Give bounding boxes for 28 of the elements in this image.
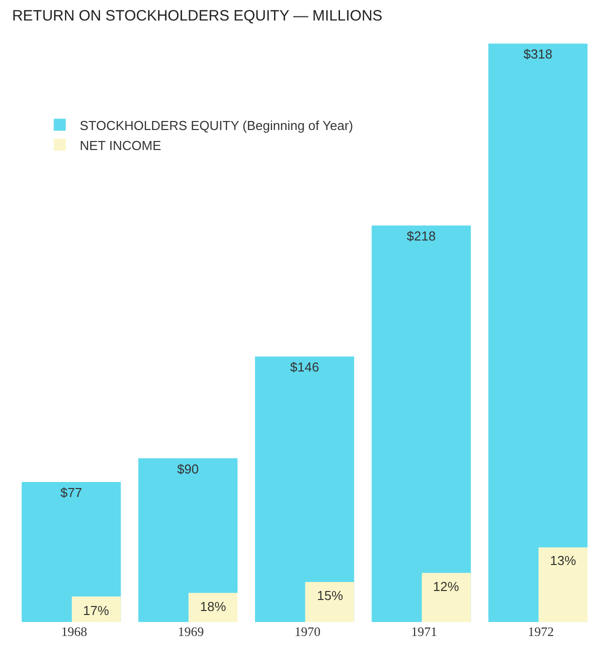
bar: [72, 596, 121, 622]
bar: [255, 356, 354, 622]
x-tick-label: 1969: [178, 624, 204, 639]
annotation: 18%: [200, 599, 226, 614]
annotation: 12%: [433, 579, 460, 594]
bar: [188, 592, 238, 622]
bar: [422, 572, 471, 622]
x-tick-label: 1971: [411, 624, 438, 639]
x-tick-label: 1968: [61, 624, 88, 639]
bar: [372, 226, 471, 622]
data-label: $146: [290, 359, 320, 374]
annotation: 15%: [317, 588, 344, 603]
x-tick-label: 1972: [528, 624, 554, 639]
bar: [538, 547, 588, 622]
data-label: $218: [406, 228, 436, 244]
legend-label: NET INCOME: [80, 138, 162, 153]
bar: [488, 44, 588, 622]
bar: [22, 482, 121, 622]
data-label: $318: [523, 46, 552, 62]
x-tick-label: 1970: [294, 624, 320, 639]
data-label: $77: [60, 484, 82, 500]
annotation: 13%: [550, 553, 576, 568]
data-label: $90: [177, 461, 199, 476]
annotation: 17%: [83, 603, 110, 618]
bar: [305, 582, 354, 622]
bar: [138, 458, 238, 622]
legend-label: STOCKHOLDERS EQUITY (Beginning of Year): [80, 118, 354, 133]
chart-title: RETURN ON STOCKHOLDERS EQUITY — MILLIONS: [12, 7, 382, 24]
